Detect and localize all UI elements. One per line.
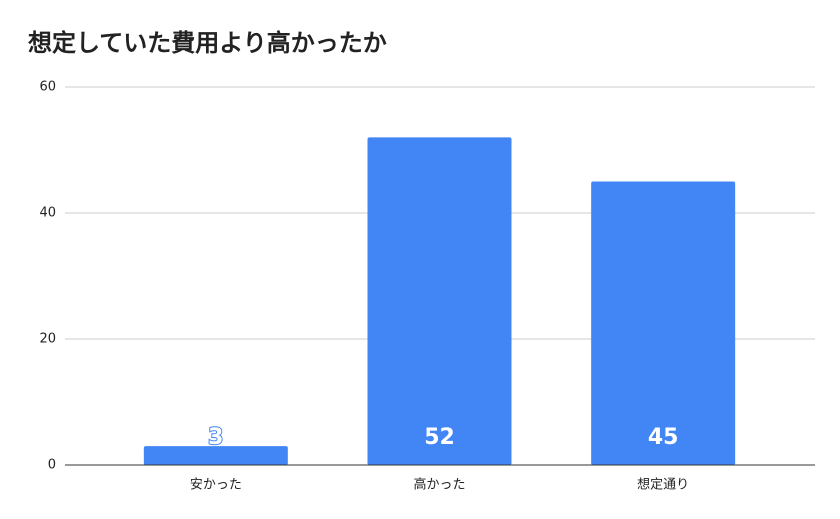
x-tick-label: 高かった <box>413 477 465 493</box>
data-label: 52 <box>424 425 455 450</box>
y-tick-label: 60 <box>39 80 56 95</box>
bar <box>143 446 288 465</box>
x-tick-label: 想定通り <box>637 477 689 493</box>
y-tick-label: 0 <box>48 458 56 473</box>
data-label: 3 <box>208 425 223 450</box>
x-tick-label: 安かった <box>190 478 242 493</box>
y-tick-label: 20 <box>39 332 56 347</box>
bar <box>591 181 736 465</box>
y-tick-label: 40 <box>39 206 56 221</box>
bar <box>367 137 512 465</box>
data-label: 45 <box>648 425 679 450</box>
chart-title: 想定していた費用より高かったか <box>28 29 387 57</box>
